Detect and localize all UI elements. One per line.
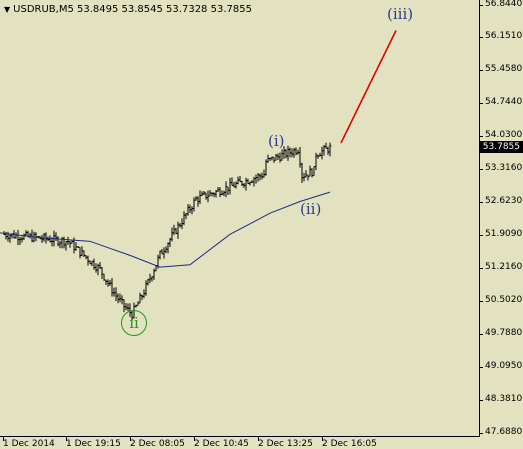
moving-average-line bbox=[0, 191, 331, 268]
plot-area[interactable] bbox=[0, 0, 480, 437]
symbol-ohlc-text: USDRUB,M5 53.8495 53.8545 53.7328 53.785… bbox=[13, 4, 252, 15]
time-label: 2 Dec 16:05 bbox=[322, 437, 377, 449]
time-label: 2 Dec 10:45 bbox=[194, 437, 249, 449]
current-price-label: 53.7855 bbox=[480, 141, 523, 153]
price-chart bbox=[0, 30, 397, 321]
wave-label-ii-small: (ii) bbox=[300, 200, 322, 218]
symbol-header: ▼ USDRUB,M5 53.8495 53.8545 53.7328 53.78… bbox=[4, 4, 252, 15]
time-label: 1 Dec 2014 bbox=[3, 437, 55, 449]
wave-label-i: (i) bbox=[268, 132, 285, 150]
projection-line bbox=[340, 30, 397, 144]
time-label: 2 Dec 13:25 bbox=[258, 437, 313, 449]
time-label: 1 Dec 19:15 bbox=[66, 437, 121, 449]
price-axis[interactable]: 56.8440 56.1510 55.4580 54.7440 54.0300 … bbox=[480, 0, 523, 437]
wave-label-iii: (iii) bbox=[387, 5, 414, 23]
time-axis[interactable]: 1 Dec 2014 1 Dec 19:15 2 Dec 08:05 2 Dec… bbox=[0, 437, 480, 449]
time-label: 2 Dec 08:05 bbox=[130, 437, 185, 449]
wave-label-ii-circle: ii bbox=[121, 310, 147, 336]
dropdown-triangle-icon[interactable]: ▼ bbox=[4, 5, 11, 14]
